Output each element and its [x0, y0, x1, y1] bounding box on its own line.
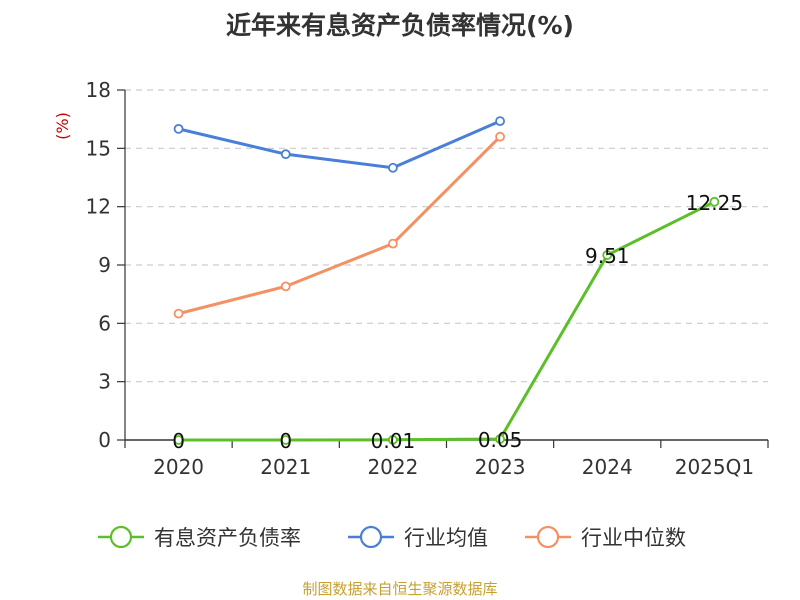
y-tick-label: 3: [98, 370, 111, 394]
data-point: [495, 434, 505, 444]
data-point: [495, 131, 505, 142]
y-tick-label: 18: [86, 78, 111, 102]
data-point: [388, 434, 398, 445]
legend-label: 有息资产负债率: [154, 526, 301, 550]
series-line-1: [178, 119, 501, 170]
series-line-2: [178, 135, 502, 316]
data-point: [388, 238, 398, 249]
x-tick-label: 2023: [475, 455, 526, 479]
y-tick-label: 15: [86, 136, 111, 160]
data-point: [173, 123, 184, 134]
axes: 0 3 6 9 12 15 18 2020 2021 2022 2023 2024 2025Q1: [86, 78, 769, 479]
legend-label: 行业均值: [404, 526, 488, 550]
series-line-0: [178, 200, 716, 442]
data-label: 0: [279, 429, 292, 453]
chart-title: 近年来有息资产负债率情况(%): [226, 11, 574, 40]
data-point: [709, 196, 720, 207]
legend[interactable]: 有息资产负债率 行业均值 行业中位数: [98, 525, 686, 550]
data-label: 0: [172, 429, 185, 453]
data-point: [495, 116, 505, 127]
grid-lines: [125, 89, 768, 383]
source-note: 制图数据来自恒生聚源数据库: [302, 580, 498, 598]
y-tick-label: 9: [98, 253, 111, 277]
legend-item-1[interactable]: 行业均值: [348, 525, 488, 550]
series-lines: [173, 116, 720, 445]
data-labels: 0 0 0.01 0.05 9.51 12.25: [172, 191, 743, 453]
x-tick-label: 2021: [260, 455, 311, 479]
legend-marker: [109, 525, 133, 549]
legend-marker: [536, 525, 560, 549]
x-tick-label: 2022: [367, 455, 418, 479]
x-tick-label: 2025Q1: [675, 455, 754, 479]
data-label: 12.25: [686, 191, 743, 215]
y-axis-unit: (%): [53, 112, 72, 140]
x-tick-label: 2020: [153, 455, 204, 479]
data-point: [173, 308, 184, 319]
legend-item-2[interactable]: 行业中位数: [525, 525, 686, 550]
data-label: 0.01: [371, 429, 416, 453]
data-label: 9.51: [585, 244, 630, 268]
legend-item-0[interactable]: 有息资产负债率: [98, 525, 301, 550]
data-point: [280, 281, 291, 292]
data-point: [280, 435, 291, 445]
data-point: [602, 250, 613, 260]
data-label: 0.05: [478, 428, 523, 452]
data-point: [173, 435, 184, 445]
data-point: [280, 149, 291, 160]
legend-marker: [359, 525, 383, 549]
y-tick-label: 6: [98, 311, 111, 335]
x-tick-label: 2024: [582, 455, 633, 479]
data-point: [388, 162, 398, 173]
legend-label: 行业中位数: [581, 526, 686, 550]
y-tick-label: 12: [86, 195, 111, 219]
y-tick-label: 0: [98, 428, 111, 452]
